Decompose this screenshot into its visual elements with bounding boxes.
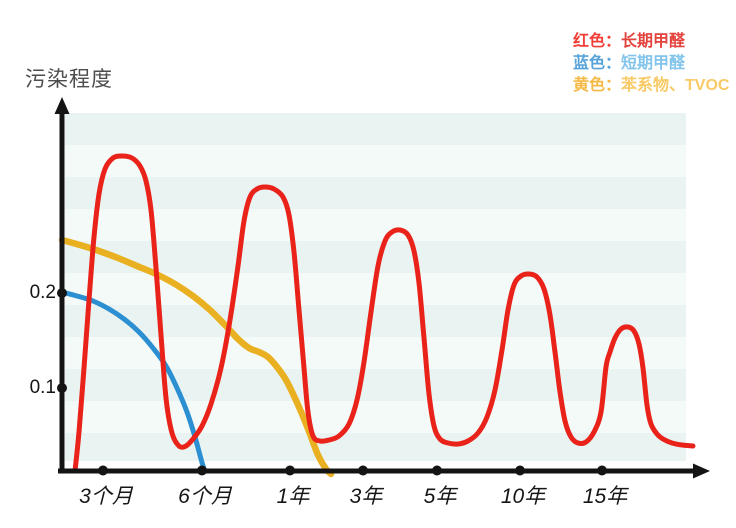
legend-item-benzene-tvoc: 黄色：苯系物、TVOC — [573, 75, 729, 97]
y-axis-title: 污染程度 — [25, 68, 113, 91]
x-tick-label: 10年 — [500, 485, 546, 508]
legend-color-name: 红色： — [573, 33, 622, 50]
legend-label: 苯系物、TVOC — [621, 77, 730, 94]
legend-color-name: 蓝色： — [573, 55, 622, 72]
legend-label: 长期甲醛 — [621, 33, 686, 50]
x-tick-label: 1年 — [276, 485, 310, 508]
legend-item-long-term-formaldehyde: 红色：长期甲醛 — [573, 31, 729, 53]
x-tick-label: 6个月 — [178, 485, 232, 508]
y-axis-tick-dot — [57, 383, 67, 393]
x-tick-label: 15年 — [582, 485, 628, 508]
x-axis-tick-dot — [197, 465, 207, 476]
x-axis-tick-dot — [98, 465, 108, 476]
legend-item-short-term-formaldehyde: 蓝色：短期甲醛 — [573, 53, 729, 75]
y-tick-label: 0.2 — [29, 282, 56, 303]
x-axis-arrow-icon — [693, 463, 710, 479]
legend-label: 短期甲醛 — [621, 55, 686, 72]
x-tick-label: 3个月 — [79, 485, 133, 508]
x-tick-label: 3年 — [349, 485, 383, 508]
x-axis-tick-dot — [358, 465, 368, 476]
curve-benzene-tvoc — [58, 236, 335, 478]
legend: 红色：长期甲醛 蓝色：短期甲醛 黄色：苯系物、TVOC — [573, 31, 729, 97]
x-axis-tick-dot — [285, 465, 295, 476]
curve-long-term-formaldehyde — [72, 153, 696, 474]
x-axis-tick-dot — [432, 465, 442, 476]
x-axis-tick-dot — [515, 465, 525, 476]
x-axis-tick-dot — [597, 465, 607, 476]
x-tick-label: 5年 — [423, 485, 457, 508]
y-axis-tick-dot — [57, 288, 67, 298]
legend-color-name: 黄色： — [573, 77, 622, 94]
y-tick-label: 0.1 — [29, 377, 56, 398]
y-axis-arrow-icon — [54, 97, 70, 114]
